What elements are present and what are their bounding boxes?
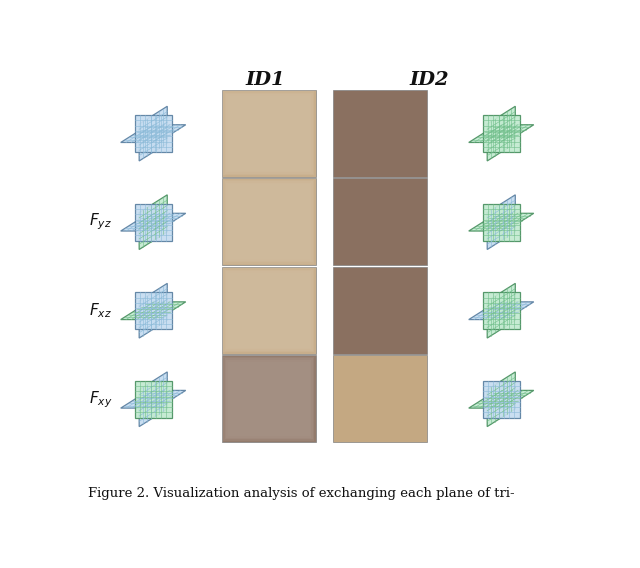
- Polygon shape: [487, 372, 515, 427]
- Polygon shape: [483, 292, 520, 329]
- Bar: [225, 270, 312, 351]
- Bar: [227, 360, 311, 438]
- Bar: [221, 90, 316, 177]
- Bar: [228, 273, 310, 348]
- Polygon shape: [483, 115, 520, 152]
- Bar: [221, 356, 316, 442]
- Polygon shape: [468, 214, 534, 231]
- Bar: [228, 185, 310, 259]
- Polygon shape: [139, 195, 167, 249]
- Text: ID1: ID1: [245, 72, 285, 90]
- Text: Figure 2. Visualization analysis of exchanging each plane of tri-: Figure 2. Visualization analysis of exch…: [88, 487, 515, 500]
- Bar: [227, 272, 311, 349]
- Polygon shape: [487, 106, 515, 161]
- Bar: [333, 356, 428, 442]
- Bar: [221, 178, 316, 265]
- Polygon shape: [139, 283, 167, 338]
- Polygon shape: [121, 214, 186, 231]
- Bar: [223, 268, 314, 352]
- Text: ID2: ID2: [409, 72, 449, 90]
- Polygon shape: [139, 106, 167, 161]
- Polygon shape: [487, 283, 515, 338]
- Bar: [223, 357, 314, 441]
- Polygon shape: [135, 115, 172, 152]
- Polygon shape: [135, 204, 172, 241]
- Polygon shape: [468, 125, 534, 143]
- Bar: [225, 358, 312, 439]
- Polygon shape: [121, 302, 186, 320]
- Polygon shape: [121, 390, 186, 408]
- Polygon shape: [483, 381, 520, 417]
- Bar: [223, 91, 314, 175]
- Text: $F_{xy}$: $F_{xy}$: [90, 389, 113, 410]
- Polygon shape: [487, 195, 515, 249]
- Bar: [223, 180, 314, 264]
- Bar: [333, 267, 428, 354]
- Bar: [221, 356, 316, 442]
- Polygon shape: [468, 390, 534, 408]
- Bar: [228, 96, 310, 170]
- Polygon shape: [483, 204, 520, 241]
- Bar: [227, 94, 311, 172]
- Bar: [221, 178, 316, 265]
- Bar: [221, 267, 316, 354]
- Bar: [333, 178, 428, 265]
- Polygon shape: [135, 381, 172, 417]
- Bar: [227, 183, 311, 261]
- Text: $F_{yz}$: $F_{yz}$: [90, 212, 112, 232]
- Bar: [221, 267, 316, 354]
- Bar: [225, 93, 312, 174]
- Bar: [228, 361, 310, 436]
- Polygon shape: [139, 372, 167, 427]
- Polygon shape: [121, 125, 186, 143]
- Bar: [333, 90, 428, 177]
- Bar: [225, 181, 312, 262]
- Polygon shape: [135, 292, 172, 329]
- Polygon shape: [468, 302, 534, 320]
- Text: $F_{xz}$: $F_{xz}$: [90, 302, 112, 320]
- Bar: [221, 90, 316, 177]
